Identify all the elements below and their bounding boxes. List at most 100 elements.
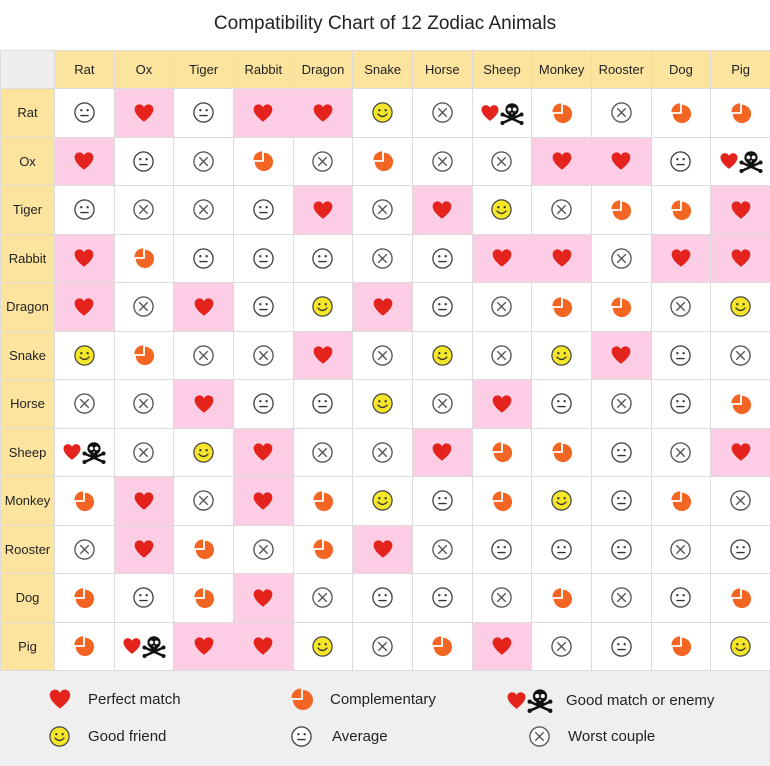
cell-monkey-rooster <box>591 476 652 526</box>
heart-icon <box>611 152 631 170</box>
row-header-label: Horse <box>10 396 45 412</box>
cell-snake-dog <box>650 330 712 380</box>
cell-pig-tiger <box>173 621 234 671</box>
heart-icon <box>481 104 499 121</box>
cell-horse-horse <box>412 379 473 429</box>
neutral-face-icon <box>253 199 274 221</box>
smiley-face-icon <box>432 345 453 366</box>
neutral-face-icon <box>193 247 214 269</box>
cell-tiger-horse <box>412 185 473 235</box>
worst-couple-x-icon <box>432 538 453 560</box>
worst-couple-x-icon <box>730 490 751 512</box>
heart-icon <box>671 249 691 267</box>
row-header-label: Monkey <box>4 493 51 509</box>
complementary-pie-icon <box>291 688 313 710</box>
cell-snake-horse <box>412 330 473 380</box>
cell-ox-tiger <box>173 136 234 186</box>
row-header-snake: Snake <box>0 330 55 380</box>
legend-item-complementary: Complementary <box>290 687 436 711</box>
cell-horse-rooster <box>591 379 652 429</box>
cell-monkey-sheep <box>471 476 533 526</box>
cell-rabbit-tiger <box>173 233 234 283</box>
smiley-face-icon <box>730 636 751 657</box>
worst-couple-x-icon <box>312 587 334 609</box>
column-header-snake: Snake <box>352 50 413 89</box>
cell-pig-dragon <box>292 621 354 671</box>
row-header-sheep: Sheep <box>0 427 55 477</box>
neutral-face-icon <box>611 635 632 657</box>
neutral-face-icon <box>670 150 692 172</box>
heart-icon <box>373 298 393 316</box>
column-header-label: Ox <box>135 62 153 77</box>
row-header-label: Dog <box>15 590 40 606</box>
worst-couple-x-icon <box>372 199 393 221</box>
legend-label: Average <box>332 728 388 745</box>
row-header-monkey: Monkey <box>0 476 55 526</box>
good-match-or-enemy-icon <box>719 149 763 174</box>
smiley-face-icon <box>551 345 572 366</box>
neutral-face-icon <box>74 102 95 124</box>
neutral-face-icon <box>432 296 453 318</box>
cell-dog-pig <box>710 573 770 623</box>
neutral-face-icon <box>253 393 274 415</box>
heart-icon <box>253 104 273 122</box>
neutral-face-icon <box>670 393 692 415</box>
cell-snake-tiger <box>173 330 234 380</box>
cell-rat-pig <box>710 88 770 138</box>
cell-horse-tiger <box>173 379 234 429</box>
cell-rooster-tiger <box>173 524 234 574</box>
legend-label: Good friend <box>88 728 167 745</box>
row-header-rabbit: Rabbit <box>0 233 55 283</box>
complementary-pie-icon <box>731 588 751 608</box>
cell-rooster-rooster <box>591 524 652 574</box>
cell-ox-dog <box>650 136 712 186</box>
neutral-face-icon <box>551 393 572 415</box>
smiley-face-icon <box>193 442 214 463</box>
skull-crossbones-icon <box>739 151 763 174</box>
heart-icon <box>134 540 154 558</box>
cell-sheep-monkey <box>531 427 592 477</box>
cell-monkey-dragon <box>292 476 354 526</box>
cell-tiger-dog <box>650 185 712 235</box>
cell-dragon-snake <box>352 282 413 332</box>
cell-ox-snake <box>352 136 413 186</box>
cell-ox-dragon <box>292 136 354 186</box>
column-header-label: Rabbit <box>244 62 283 77</box>
heart-icon <box>731 249 751 267</box>
complementary-pie-icon <box>74 636 95 657</box>
smiley-face-icon <box>74 345 95 366</box>
complementary-pie-icon <box>194 539 214 560</box>
cell-rat-rat <box>54 88 115 138</box>
cell-rabbit-monkey <box>531 233 592 283</box>
column-header-dog: Dog <box>650 50 712 89</box>
cell-horse-rat <box>54 379 115 429</box>
cell-rat-snake <box>352 88 413 138</box>
cell-pig-sheep <box>471 621 533 671</box>
column-header-rat: Rat <box>54 50 115 89</box>
row-header-dragon: Dragon <box>0 282 55 332</box>
heart-icon <box>611 346 631 364</box>
heart-icon <box>253 443 273 461</box>
cell-snake-monkey <box>531 330 592 380</box>
worst-couple-x-icon <box>551 635 572 657</box>
smiley-face-icon <box>312 296 334 317</box>
worst-couple-x-icon <box>670 296 692 318</box>
cell-horse-sheep <box>471 379 533 429</box>
cell-rabbit-dog <box>650 233 712 283</box>
heart-icon <box>432 443 452 461</box>
cell-monkey-monkey <box>531 476 592 526</box>
neutral-face-icon <box>611 538 632 560</box>
cell-pig-dog <box>650 621 712 671</box>
neutral-face-icon <box>253 296 274 318</box>
smiley-face-icon <box>491 199 513 220</box>
smiley-face-icon <box>551 490 572 511</box>
neutral-face-icon <box>74 199 95 221</box>
cell-pig-ox <box>113 621 175 671</box>
heart-icon <box>123 638 141 655</box>
worst-couple-x-icon <box>193 490 214 512</box>
complementary-pie-icon <box>373 151 393 172</box>
cell-rooster-rat <box>54 524 115 574</box>
cell-tiger-monkey <box>531 185 592 235</box>
worst-couple-x-icon <box>133 296 155 318</box>
heart-icon <box>63 444 81 461</box>
